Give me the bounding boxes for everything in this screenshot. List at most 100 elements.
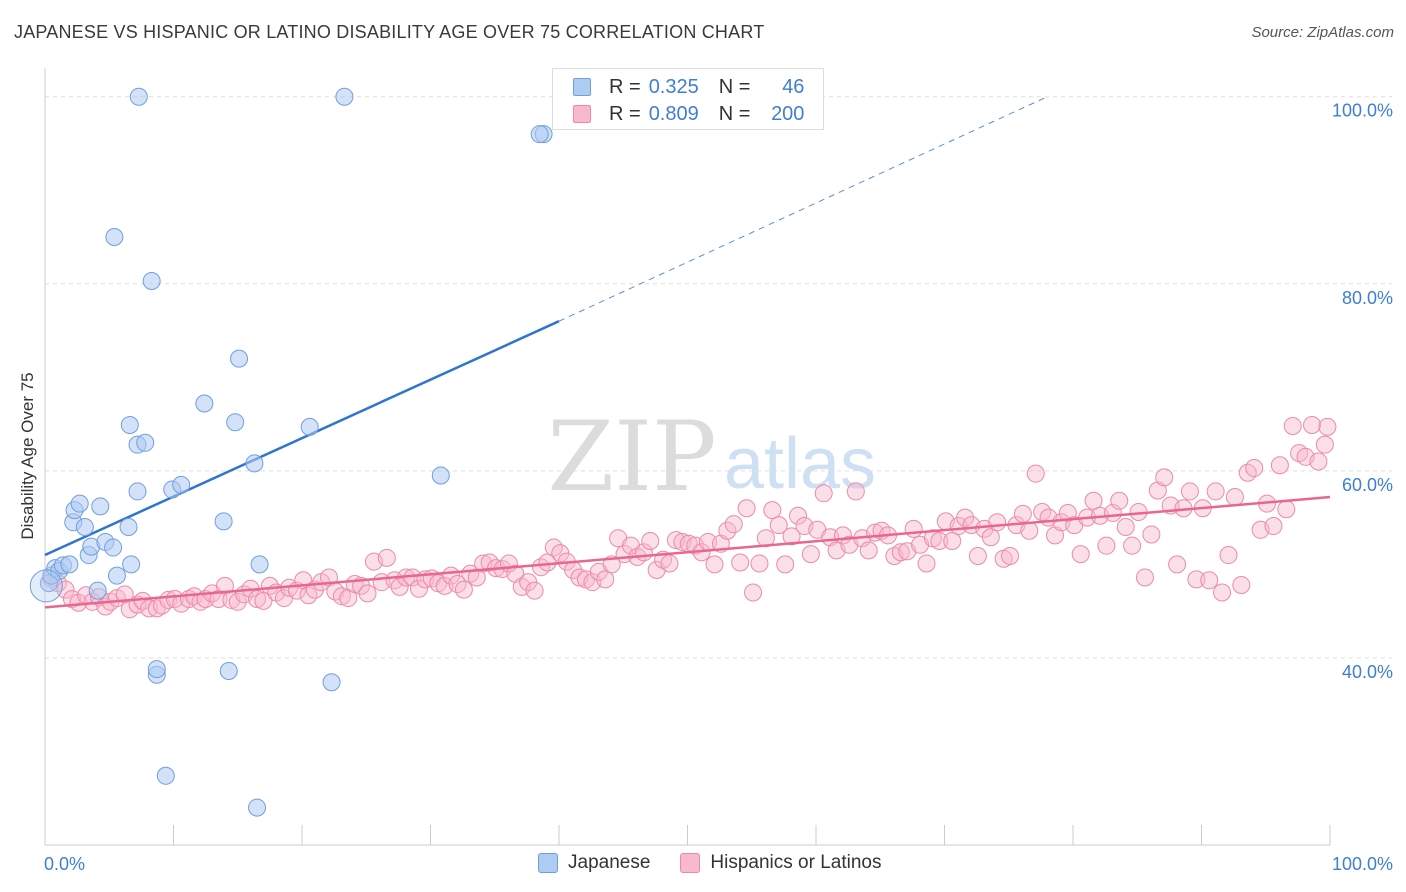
japanese-point: [128, 482, 147, 501]
hispanic-point: [930, 532, 949, 551]
hispanic-point: [228, 592, 247, 611]
hispanic-point: [1219, 546, 1238, 565]
legend-n-label: N =: [718, 102, 751, 125]
legend-swatch-japanese: [573, 78, 591, 96]
hispanic-point: [801, 545, 820, 564]
hispanic-point: [1142, 525, 1161, 544]
japanese-points: [29, 87, 553, 817]
y-tick-label: 80.0%: [1342, 288, 1393, 308]
japanese-point: [248, 798, 267, 817]
hispanic-point: [1277, 500, 1296, 519]
japanese-point: [300, 417, 319, 436]
legend-n-value: 46: [782, 75, 805, 98]
hispanic-point: [409, 579, 428, 598]
japanese-point: [88, 581, 107, 600]
legend-swatch-hispanic: [573, 105, 591, 123]
japanese-point: [195, 394, 214, 413]
hispanic-point: [1283, 416, 1302, 435]
hispanic-point: [1001, 546, 1020, 565]
hispanic-point: [1097, 536, 1116, 555]
hispanic-point: [1168, 555, 1187, 574]
hispanic-point: [377, 548, 396, 567]
series-legend-hispanic: Hispanics or Latinos: [680, 852, 882, 874]
hispanic-point: [532, 558, 551, 577]
hispanic-point: [1232, 575, 1251, 594]
japanese-point: [129, 87, 148, 106]
chart-title: JAPANESE VS HISPANIC OR LATINO DISABILIT…: [14, 22, 765, 42]
japanese-trend-dashed: [558, 96, 1048, 322]
hispanic-point: [1046, 526, 1065, 545]
japanese-point: [91, 497, 110, 516]
japanese-point: [219, 662, 238, 681]
hispanic-point: [724, 515, 743, 534]
y-tick-label: 100.0%: [1332, 101, 1393, 121]
hispanic-point: [904, 519, 923, 538]
hispanic-point: [248, 589, 267, 608]
hispanic-point: [1318, 417, 1337, 436]
legend-row-japanese: R = 0.325 N = 46: [573, 74, 804, 100]
hispanic-point: [750, 554, 769, 573]
hispanic-point: [641, 532, 660, 551]
hispanic-point: [917, 554, 936, 573]
japanese-point: [335, 87, 354, 106]
japanese-point: [60, 555, 79, 574]
hispanic-point: [705, 555, 724, 574]
legend-n-value: 200: [771, 102, 805, 125]
legend-row-hispanic: R = 0.809 N = 200: [573, 101, 804, 127]
hispanic-point: [1303, 416, 1322, 435]
hispanic-point: [769, 516, 788, 535]
series-legend-japanese: Japanese: [538, 852, 650, 874]
japanese-point: [136, 433, 155, 452]
japanese-point: [120, 416, 139, 435]
hispanic-trend: [44, 495, 1331, 609]
japanese-point: [105, 228, 124, 247]
x-tick-label: 100.0%: [1332, 854, 1393, 874]
hispanic-point: [1309, 452, 1328, 471]
japanese-trend-solid: [44, 320, 560, 557]
hispanic-point: [782, 527, 801, 546]
hispanic-point: [254, 591, 273, 610]
legend-r-label: R =: [609, 75, 641, 98]
hispanic-point: [1026, 464, 1045, 483]
hispanic-point: [1148, 481, 1167, 500]
japanese-point: [214, 512, 233, 531]
hispanic-label: Hispanics or Latinos: [710, 852, 882, 873]
hispanic-point: [1155, 468, 1174, 487]
watermark-atlas: atlas: [724, 424, 876, 504]
y-tick-label: 40.0%: [1342, 662, 1393, 682]
hispanic-point: [1084, 491, 1103, 510]
watermark-zip: ZIP: [547, 401, 716, 513]
hispanic-point: [1238, 463, 1257, 482]
hispanic-point: [846, 482, 865, 501]
hispanic-point: [968, 546, 987, 565]
hispanic-point: [596, 570, 615, 589]
japanese-point: [147, 660, 166, 679]
hispanic-point: [1116, 517, 1135, 536]
hispanic-point: [1225, 488, 1244, 507]
japanese-point: [119, 517, 138, 536]
hispanic-point: [1110, 491, 1129, 510]
japanese-point: [122, 555, 141, 574]
hispanic-point: [1270, 456, 1289, 475]
hispanic-point: [744, 583, 763, 602]
hispanic-point: [1180, 482, 1199, 501]
hispanic-point: [525, 581, 544, 600]
hispanic-point: [1071, 545, 1090, 564]
hispanic-point: [789, 506, 808, 525]
japanese-point: [29, 569, 63, 603]
hispanic-point: [956, 508, 975, 527]
hispanic-point: [1135, 568, 1154, 587]
hispanic-point: [506, 564, 525, 583]
hispanic-point: [1123, 536, 1142, 555]
hispanic-point: [763, 501, 782, 520]
japanese-point: [431, 466, 450, 485]
series-legend: Japanese Hispanics or Latinos: [538, 852, 912, 874]
axes: [44, 68, 1331, 846]
hispanic-point: [660, 554, 679, 573]
hispanic-point: [454, 580, 473, 599]
japanese-label: Japanese: [568, 852, 651, 873]
hispanic-point: [1264, 517, 1283, 536]
y-tick-label: 60.0%: [1342, 475, 1393, 495]
hispanic-point: [1245, 459, 1264, 478]
